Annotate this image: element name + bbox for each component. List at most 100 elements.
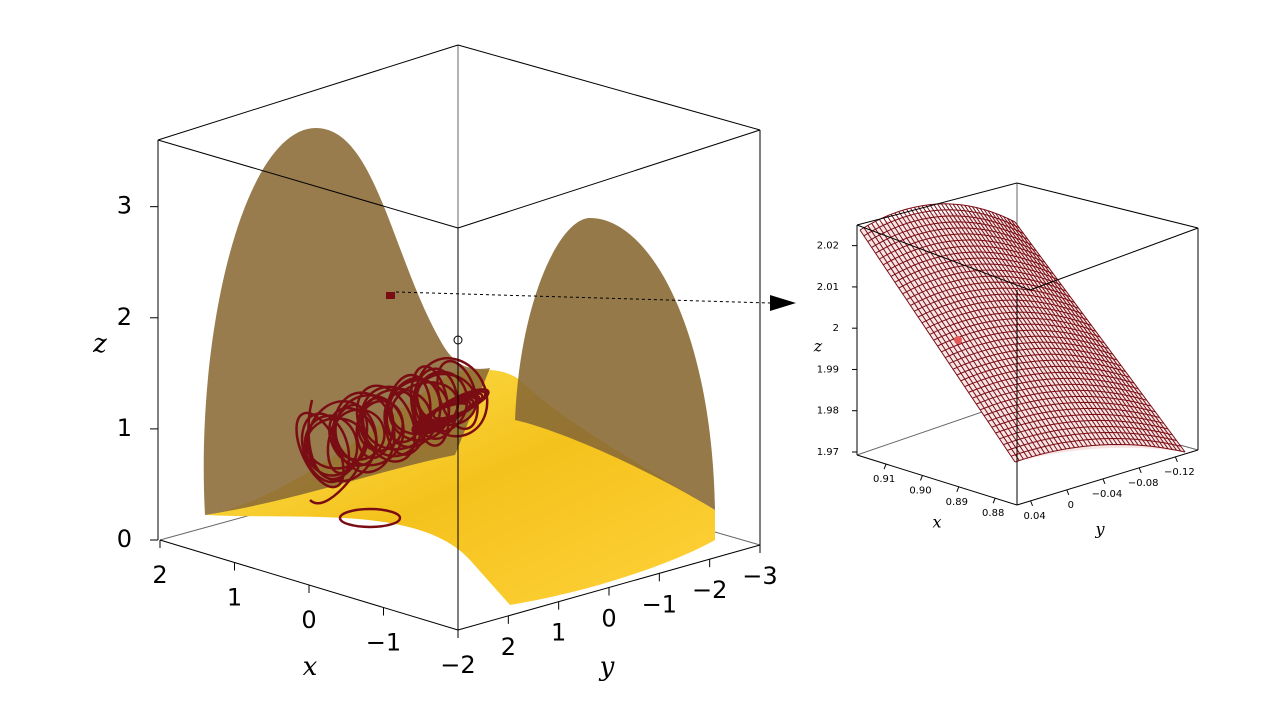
trajectory <box>295 356 490 529</box>
mesh-line <box>948 341 1113 364</box>
x-tick-label: 1 <box>227 584 242 612</box>
rotation-center <box>453 335 463 345</box>
trajectory-loop <box>338 507 402 529</box>
mesh-line <box>964 365 1130 388</box>
z-tick-label: 1.98 <box>817 406 839 417</box>
x-tick-label: 0.88 <box>982 508 1004 519</box>
trajectory-loop <box>415 356 489 438</box>
mesh-line <box>995 413 1164 434</box>
y-tick-label: 2 <box>501 633 516 661</box>
mesh-line <box>883 239 1041 266</box>
inset-y-axis-label: y <box>1094 520 1105 539</box>
inset-z-axis-label: z <box>813 337 823 356</box>
trajectory-loop <box>331 408 386 461</box>
mesh-line <box>972 377 1139 399</box>
inset-box-front <box>856 182 1199 506</box>
mesh-line <box>960 359 1126 382</box>
surface-floor <box>205 369 715 605</box>
trajectory-tail <box>307 399 361 505</box>
z-tick-label: 2.01 <box>817 282 839 293</box>
mesh-line <box>991 407 1160 428</box>
z-tick-label: 1.99 <box>817 364 839 375</box>
x-tick-label: 0.90 <box>909 485 931 496</box>
z-tick-label: 1 <box>117 414 132 442</box>
y-tick-label: 1 <box>551 619 566 647</box>
mesh-line <box>867 215 1024 243</box>
mesh-line <box>999 419 1169 440</box>
mesh-line <box>1007 431 1177 451</box>
mesh-line <box>902 269 1062 295</box>
surface-sheet-right <box>515 218 715 510</box>
mesh-line <box>976 383 1143 405</box>
mesh-line <box>914 287 1075 312</box>
mesh-line <box>937 323 1101 347</box>
y-tick <box>1030 500 1034 507</box>
mesh-line <box>898 263 1058 289</box>
z-tick-label: 1.97 <box>817 447 839 458</box>
mesh-line <box>906 275 1067 301</box>
x-tick-label: 0 <box>301 606 316 634</box>
y-tick-label: −0.08 <box>1128 478 1159 489</box>
y-tick-label: −3 <box>742 562 777 590</box>
mesh-line <box>979 389 1147 411</box>
mesh-line <box>890 251 1050 277</box>
x-tick-label: 0.91 <box>873 474 895 485</box>
y-tick-label: −2 <box>692 576 727 604</box>
y-tick-label: −1 <box>642 590 677 618</box>
y-tick <box>1066 489 1070 496</box>
mesh-line <box>921 299 1084 324</box>
mesh-line <box>1003 425 1173 446</box>
y-tick <box>1138 467 1142 474</box>
mesh-line <box>1014 443 1186 463</box>
z-tick-label: 2.02 <box>817 241 839 252</box>
y-axis-label: y <box>599 652 615 682</box>
y-tick-label: 0 <box>601 605 616 633</box>
x-tick <box>956 486 960 493</box>
y-tick-label: −0.04 <box>1092 489 1123 500</box>
mesh-line <box>945 335 1109 359</box>
x-tick-label: 2 <box>152 561 167 589</box>
x-tick <box>883 463 887 470</box>
y-tick-label: 0.04 <box>1023 511 1045 522</box>
y-tick-label: −0.12 <box>1164 467 1195 478</box>
x-tick-label: −2 <box>440 651 475 679</box>
mesh-line <box>917 293 1079 318</box>
x-tick <box>992 497 996 504</box>
zoom-connector <box>395 291 771 304</box>
x-tick-label: −1 <box>366 629 401 657</box>
x-tick <box>919 475 923 481</box>
y-tick <box>1102 478 1106 485</box>
mesh-line <box>983 395 1152 417</box>
z-tick-label: 2 <box>117 303 132 331</box>
y-tick <box>1174 456 1178 463</box>
mesh-line <box>871 221 1029 248</box>
mesh-line <box>886 245 1046 272</box>
mesh-line <box>933 317 1096 341</box>
mesh-line <box>925 305 1088 330</box>
mesh-line <box>956 353 1122 376</box>
mesh-line <box>875 227 1033 254</box>
mesh-line <box>1010 437 1181 457</box>
mesh-line <box>894 257 1054 283</box>
y-tick-label: 0 <box>1068 500 1074 511</box>
trajectory-loop <box>355 384 417 463</box>
mesh-line <box>987 401 1156 422</box>
mesh-line <box>968 371 1135 393</box>
mesh-line <box>952 347 1118 370</box>
inset-x-axis-label: x <box>932 513 941 532</box>
z-tick-label: 3 <box>117 192 132 220</box>
zoom-arrow <box>770 295 796 311</box>
mesh-line <box>879 233 1037 260</box>
inset-point <box>954 336 962 344</box>
mesh-line <box>863 209 1020 237</box>
mesh-line <box>910 281 1071 306</box>
x-tick-label: 0.89 <box>946 497 968 508</box>
z-tick-label: 2 <box>833 323 839 334</box>
z-axis-label: z <box>92 329 107 359</box>
zoom-region <box>386 292 395 299</box>
mesh-line <box>929 311 1092 335</box>
z-tick-label: 0 <box>117 525 132 553</box>
mesh-line <box>941 329 1105 353</box>
x-axis-label: x <box>303 652 318 682</box>
